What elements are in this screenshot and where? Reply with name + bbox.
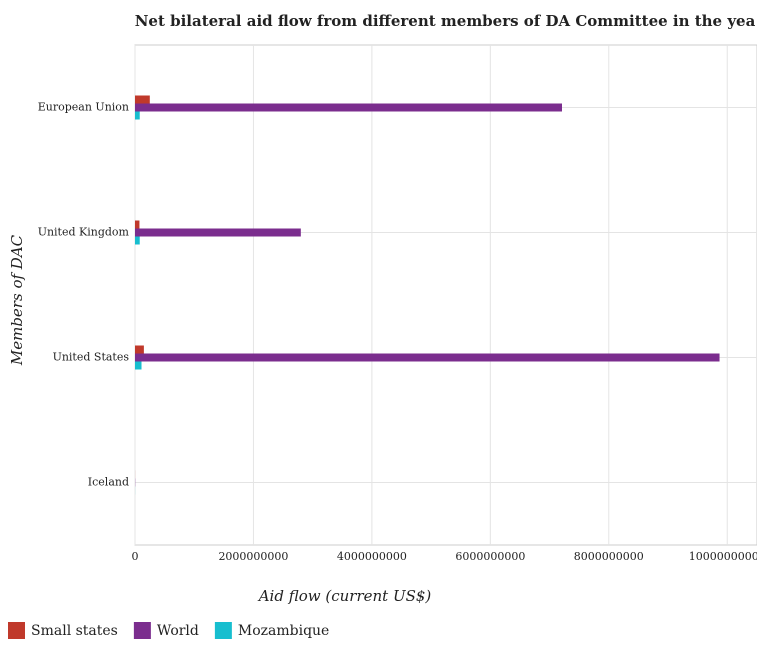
bar [135, 345, 144, 354]
x-tick-label: 6000000000 [455, 550, 525, 563]
bar [135, 228, 301, 237]
x-tick-label: 8000000000 [574, 550, 644, 563]
legend-label: World [157, 623, 199, 639]
x-tick-label: 4000000000 [337, 550, 407, 563]
bar [135, 220, 140, 229]
chart-title: Net bilateral aid flow from different me… [135, 12, 756, 30]
bar [135, 111, 140, 120]
x-tick-label: 0 [132, 550, 139, 563]
x-axis-title: Aid flow (current US$) [257, 587, 432, 605]
bar [135, 353, 720, 362]
legend-swatch [8, 622, 25, 639]
bar [135, 103, 562, 112]
legend-swatch [214, 622, 232, 639]
legend-swatch [133, 622, 151, 639]
y-tick-label: Iceland [88, 476, 129, 489]
y-tick-label: United States [53, 351, 130, 364]
y-axis-title: Members of DAC [8, 234, 26, 366]
bar [135, 236, 140, 245]
bar [135, 95, 150, 104]
legend-label: Mozambique [238, 623, 329, 639]
x-tick-label: 2000000000 [218, 550, 288, 563]
y-tick-label: European Union [38, 101, 129, 114]
y-tick-label: United Kingdom [38, 226, 130, 239]
bar [135, 361, 142, 370]
plot-frame [134, 44, 757, 546]
legend-label: Small states [31, 623, 118, 639]
x-tick-label: 10000000000 [689, 550, 757, 563]
